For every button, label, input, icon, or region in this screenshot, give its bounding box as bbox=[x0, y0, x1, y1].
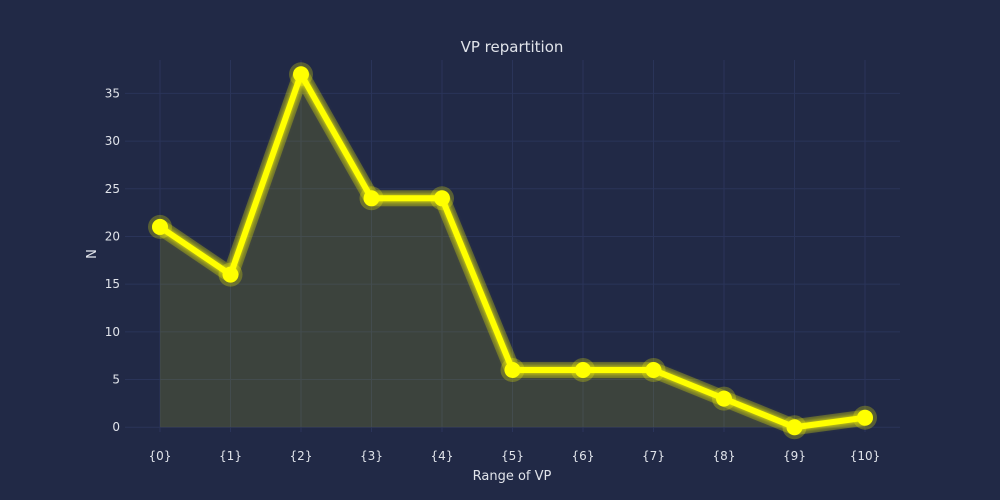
y-tick-label: 20 bbox=[105, 229, 120, 243]
data-point bbox=[575, 362, 591, 378]
y-tick-label: 35 bbox=[105, 86, 120, 100]
y-tick-label: 15 bbox=[105, 277, 120, 291]
x-tick-labels: {0} {1} {2} {3} {4} {5} {6} {7} {8} {9} {10} bbox=[149, 449, 881, 463]
y-tick-label: 10 bbox=[105, 325, 120, 339]
area-fill-path bbox=[160, 74, 865, 428]
x-tick-label: {2} bbox=[290, 449, 313, 463]
data-point bbox=[645, 362, 662, 378]
data-point bbox=[293, 66, 309, 83]
area-fill bbox=[160, 74, 865, 428]
data-point bbox=[152, 218, 168, 235]
y-tick-label: 25 bbox=[105, 182, 120, 196]
x-tick-label: {6} bbox=[572, 449, 595, 463]
x-axis-label: Range of VP bbox=[473, 469, 552, 484]
data-point bbox=[504, 362, 521, 378]
x-tick-label: {9} bbox=[783, 449, 806, 463]
x-tick-label: {4} bbox=[431, 449, 454, 463]
data-point bbox=[786, 419, 803, 436]
data-point bbox=[716, 390, 732, 407]
y-axis-label: N bbox=[85, 249, 100, 259]
x-tick-label: {0} bbox=[149, 449, 172, 463]
data-point bbox=[222, 266, 239, 283]
y-tick-label: 30 bbox=[105, 134, 120, 148]
x-tick-label: {1} bbox=[219, 449, 242, 463]
data-point bbox=[434, 190, 450, 207]
data-point bbox=[363, 190, 380, 207]
x-tick-label: {7} bbox=[642, 449, 665, 463]
y-tick-label: 0 bbox=[112, 420, 120, 434]
y-tick-labels: 0 5 10 15 20 25 30 35 bbox=[105, 86, 120, 434]
series-markers bbox=[148, 62, 877, 440]
y-tick-label: 5 bbox=[112, 373, 120, 387]
x-tick-label: {5} bbox=[501, 449, 524, 463]
chart-title: VP repartition bbox=[461, 38, 564, 56]
data-point bbox=[857, 409, 873, 426]
x-tick-label: {3} bbox=[360, 449, 383, 463]
x-tick-label: {8} bbox=[713, 449, 736, 463]
x-tick-label: {10} bbox=[850, 449, 881, 463]
